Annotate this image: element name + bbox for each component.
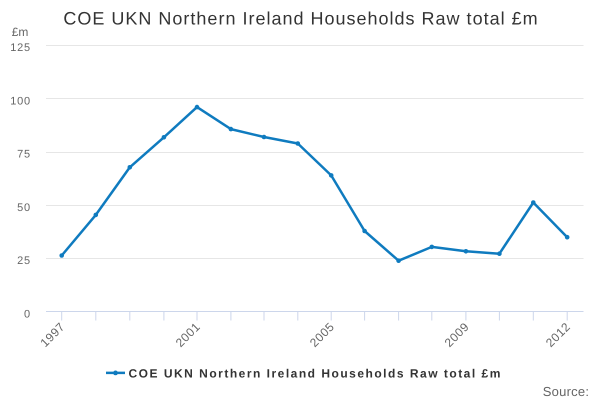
- svg-text:0: 0: [24, 309, 31, 321]
- svg-text:125: 125: [10, 42, 31, 54]
- svg-text:100: 100: [10, 95, 31, 107]
- svg-text:Source:: Source:: [543, 384, 590, 399]
- svg-text:£m: £m: [12, 25, 29, 39]
- svg-text:25: 25: [17, 255, 31, 267]
- svg-text:50: 50: [17, 202, 31, 214]
- svg-text:COE UKN Northern Ireland House: COE UKN Northern Ireland Households Raw …: [129, 367, 502, 381]
- svg-text:75: 75: [17, 149, 31, 161]
- svg-text:COE UKN Northern Ireland House: COE UKN Northern Ireland Households Raw …: [63, 9, 538, 29]
